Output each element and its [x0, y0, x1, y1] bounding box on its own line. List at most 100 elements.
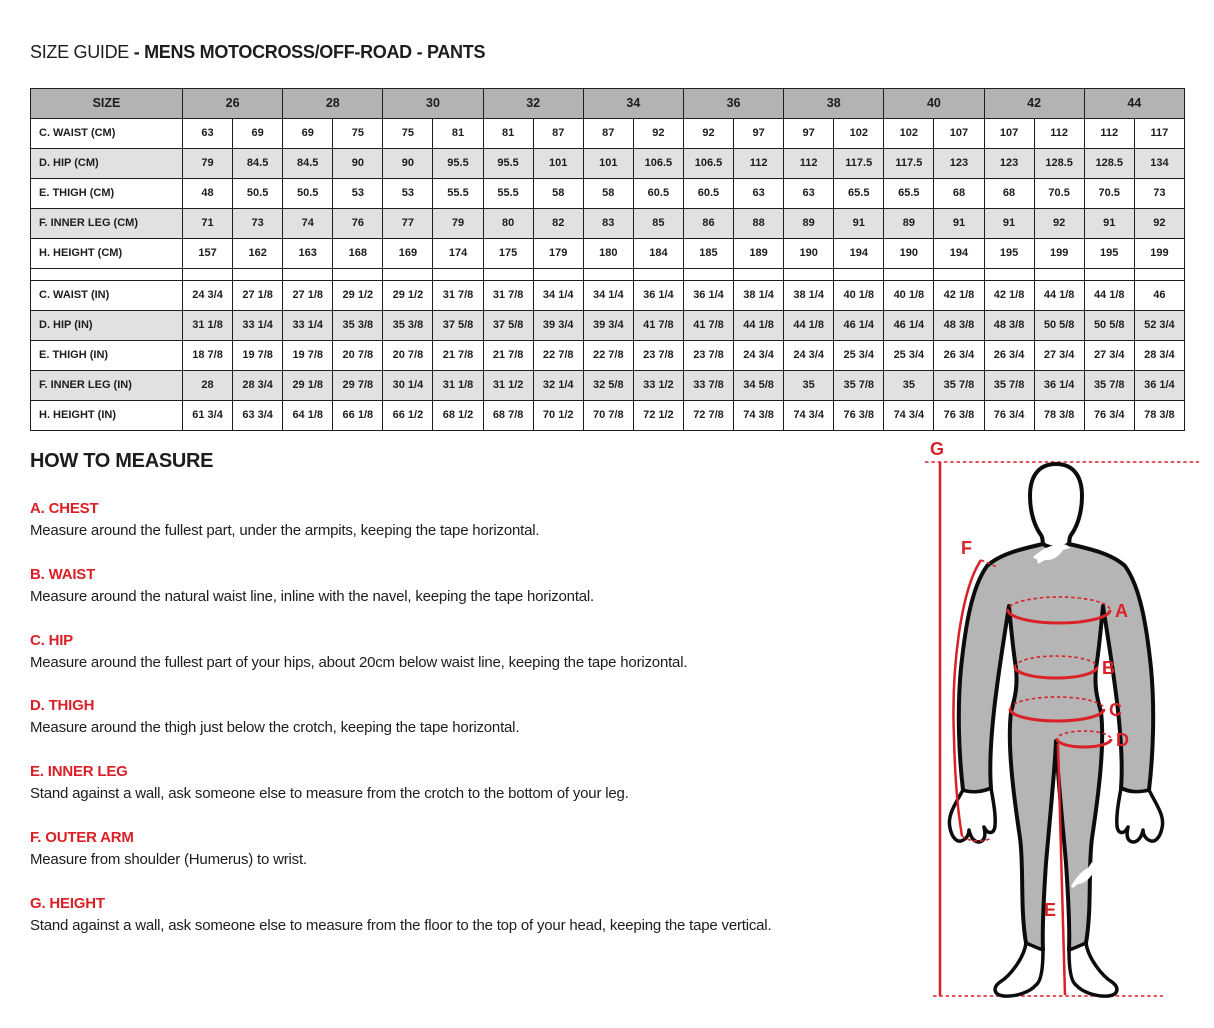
size-value-cell: 28 3/4	[1133, 340, 1186, 371]
size-value-cell: 163	[282, 238, 334, 269]
row-label: H. HEIGHT (CM)	[30, 238, 183, 269]
size-value-cell: 185	[682, 238, 735, 269]
size-value-cell: 41 7/8	[682, 310, 735, 341]
measure-item-label: G. HEIGHT	[30, 894, 105, 912]
size-value-cell: 112	[1033, 118, 1085, 149]
size-value-cell: 35 7/8	[933, 370, 985, 401]
size-value-cell: 48	[181, 178, 234, 209]
size-value-cell: 34 1/4	[582, 280, 634, 311]
size-value-cell: 180	[582, 238, 634, 269]
size-value-cell: 102	[833, 118, 885, 149]
table-section-spacer	[30, 268, 1186, 281]
size-value-cell: 78 3/8	[1133, 400, 1186, 431]
size-value-cell: 123	[933, 148, 985, 179]
size-value-cell: 31 7/8	[432, 280, 484, 311]
row-label: E. THIGH (IN)	[30, 340, 183, 371]
size-value-cell: 20 7/8	[382, 340, 434, 371]
size-value-cell: 65.5	[833, 178, 885, 209]
size-table-cm-section: C. WAIST (CM) 63 69 69 75 75 81 81 87 87 92 92 97 97…	[30, 118, 1186, 269]
size-value-cell: 30 1/4	[382, 370, 434, 401]
size-value-cell: 102	[883, 118, 935, 149]
figure-label-d: D	[1116, 730, 1129, 750]
size-value-cell: 92	[1033, 208, 1085, 239]
size-value-cell: 97	[733, 118, 785, 149]
size-value-cell: 89	[883, 208, 935, 239]
size-value-cell: 194	[933, 238, 985, 269]
outer-arm-bottom-dashed	[961, 835, 991, 842]
size-value-cell: 27 3/4	[1033, 340, 1085, 371]
measure-item-label: C. HIP	[30, 631, 73, 649]
size-value-cell: 194	[833, 238, 885, 269]
size-value-cell: 50 5/8	[1083, 310, 1135, 341]
measure-item-text: Measure from shoulder (Humerus) to wrist…	[30, 850, 307, 868]
size-value-cell: 34 1/4	[532, 280, 584, 311]
size-value-cell: 169	[382, 238, 434, 269]
page-title-bold: - MENS MOTOCROSS/OFF-ROAD - PANTS	[133, 42, 486, 62]
size-value-cell: 81	[432, 118, 484, 149]
size-value-cell: 69	[282, 118, 334, 149]
size-value-cell: 75	[332, 118, 384, 149]
size-value-cell: 39 3/4	[532, 310, 584, 341]
size-value-cell: 76 3/4	[983, 400, 1035, 431]
size-value-cell: 106.5	[632, 148, 684, 179]
size-value-cell: 26 3/4	[983, 340, 1035, 371]
measure-item-text: Stand against a wall, ask someone else t…	[30, 785, 629, 802]
size-value-cell: 48 3/8	[983, 310, 1035, 341]
size-value-cell: 68 1/2	[432, 400, 484, 431]
figure-label-g: G	[930, 439, 944, 459]
row-label: E. THIGH (CM)	[30, 178, 183, 209]
figure-left-foot	[993, 941, 1045, 998]
size-value-cell: 53	[332, 178, 384, 209]
size-value-cell: 18 7/8	[181, 340, 234, 371]
size-corner-header: SIZE	[30, 88, 183, 119]
size-value-cell: 63	[733, 178, 785, 209]
measure-item: B. WAIST Measure around the natural wais…	[30, 566, 905, 608]
size-table-row: E. THIGH (CM) 48 50.5 50.5 53 53 55.5 55.5 58 58…	[30, 178, 1186, 209]
size-value-cell: 95.5	[482, 148, 534, 179]
size-value-cell: 44 1/8	[1033, 280, 1085, 311]
size-value-cell: 92	[682, 118, 735, 149]
size-column-header: 30	[382, 88, 484, 119]
size-value-cell: 168	[332, 238, 384, 269]
size-value-cell: 31 1/8	[432, 370, 484, 401]
size-value-cell: 55.5	[482, 178, 534, 209]
size-table-row: F. INNER LEG (CM) 71 73 74 76 77 79 80 82 83 85 86…	[30, 208, 1186, 239]
size-value-cell: 29 7/8	[332, 370, 384, 401]
size-table-row: E. THIGH (IN) 18 7/8 19 7/8 19 7/8 20 7/8 20…	[30, 340, 1186, 371]
size-value-cell: 52 3/4	[1133, 310, 1186, 341]
size-value-cell: 36 1/4	[1133, 370, 1186, 401]
size-value-cell: 23 7/8	[682, 340, 735, 371]
measure-item-label: F. OUTER ARM	[30, 828, 134, 846]
size-table-row: F. INNER LEG (IN) 28 28 3/4 29 1/8 29 7/8 30…	[30, 370, 1186, 401]
thigh-measure-front-line	[1055, 738, 1113, 749]
size-value-cell: 77	[382, 208, 434, 239]
size-value-cell: 25 3/4	[833, 340, 885, 371]
size-column-header: 38	[783, 88, 885, 119]
alpinestars-chest-logo	[1033, 538, 1070, 564]
size-value-cell: 128.5	[1083, 148, 1135, 179]
size-value-cell: 97	[783, 118, 835, 149]
size-value-cell: 84.5	[282, 148, 334, 179]
size-value-cell: 46 1/4	[883, 310, 935, 341]
size-value-cell: 66 1/8	[332, 400, 384, 431]
size-value-cell: 25 3/4	[883, 340, 935, 371]
size-value-cell: 61 3/4	[181, 400, 234, 431]
size-value-cell: 189	[733, 238, 785, 269]
measure-item-text: Measure around the fullest part of your …	[30, 653, 688, 671]
measure-item: A. CHEST Measure around the fullest part…	[30, 500, 905, 542]
size-value-cell: 184	[632, 238, 684, 269]
figure-label-c: C	[1109, 700, 1122, 720]
size-value-cell: 157	[181, 238, 234, 269]
measure-item: G. HEIGHT Stand against a wall, ask some…	[30, 895, 905, 937]
size-value-cell: 69	[232, 118, 284, 149]
size-value-cell: 74 3/4	[883, 400, 935, 431]
size-value-cell: 24 3/4	[733, 340, 785, 371]
size-value-cell: 37 5/8	[482, 310, 534, 341]
size-value-cell: 199	[1133, 238, 1186, 269]
size-value-cell: 19 7/8	[282, 340, 334, 371]
size-value-cell: 112	[1083, 118, 1135, 149]
size-value-cell: 50.5	[282, 178, 334, 209]
size-value-cell: 75	[382, 118, 434, 149]
size-value-cell: 91	[1083, 208, 1135, 239]
